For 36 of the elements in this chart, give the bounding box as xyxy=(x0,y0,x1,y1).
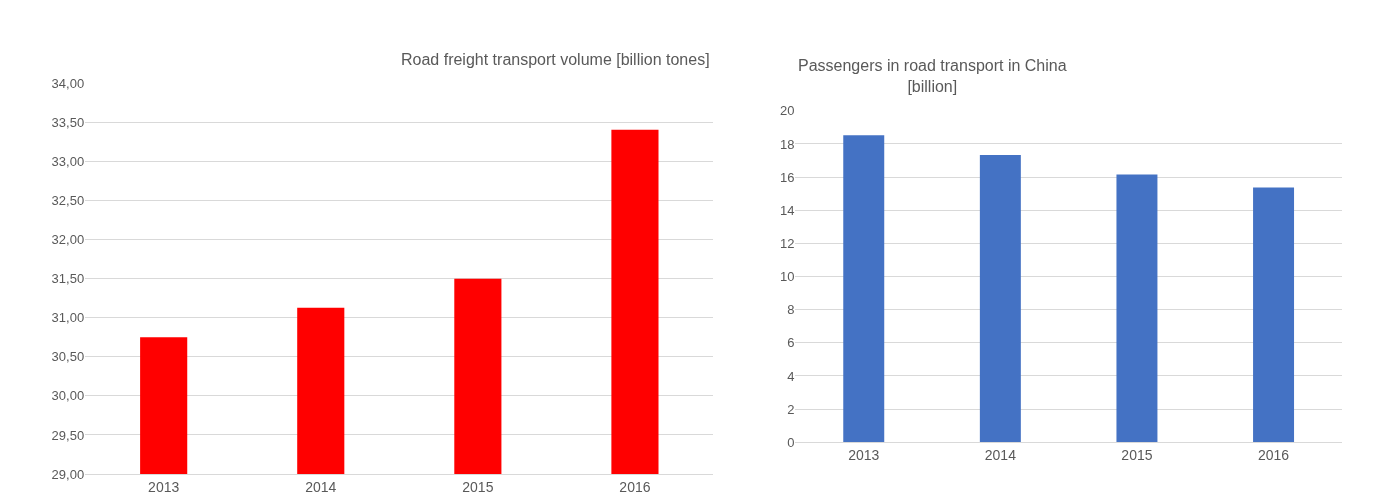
y-tick-label: 30,50 xyxy=(51,349,85,365)
x-tick-label: 2014 xyxy=(984,447,1017,464)
y-tick-label: 29,50 xyxy=(51,427,85,443)
y-tick-label: 16 xyxy=(779,169,795,185)
y-tick-label: 32,00 xyxy=(51,232,85,248)
y-tick-label: 0 xyxy=(787,434,795,450)
x-tick-label: 2013 xyxy=(148,478,180,495)
x-tick-label: 2016 xyxy=(619,478,651,495)
chart-title: Passengers in road transport in China [billion] xyxy=(798,57,1067,95)
y-tick-label: 18 xyxy=(779,136,795,152)
y-tick-label: 30,00 xyxy=(51,388,85,404)
y-tick-label: 4 xyxy=(787,368,795,384)
x-tick-label: 2014 xyxy=(305,478,337,495)
bar xyxy=(1253,187,1295,443)
x-tick-label: 2015 xyxy=(462,478,494,495)
bar xyxy=(1116,174,1158,443)
y-tick-label: 31,00 xyxy=(51,310,85,326)
y-tick-label: 33,50 xyxy=(51,115,85,131)
y-tick-label: 33,00 xyxy=(51,154,85,170)
y-tick-label: 32,50 xyxy=(51,193,85,209)
y-tick-label: 10 xyxy=(779,269,795,285)
y-tick-label: 12 xyxy=(779,235,795,251)
y-tick-label: 34,00 xyxy=(51,76,85,92)
y-tick-label: 6 xyxy=(787,335,795,351)
bar xyxy=(843,135,885,443)
y-tick-label: 29,00 xyxy=(51,466,85,482)
y-tick-label: 8 xyxy=(787,302,795,318)
y-tick-label: 2 xyxy=(787,401,795,417)
chart-title: Road freight transport volume [billion tones] xyxy=(401,51,710,68)
x-tick-label: 2016 xyxy=(1257,447,1290,464)
y-tick-label: 14 xyxy=(779,202,795,218)
y-tick-label: 31,50 xyxy=(51,271,85,287)
x-tick-label: 2013 xyxy=(848,447,880,464)
y-tick-label: 20 xyxy=(779,103,795,119)
x-tick-label: 2015 xyxy=(1121,447,1153,464)
bar xyxy=(979,154,1021,443)
